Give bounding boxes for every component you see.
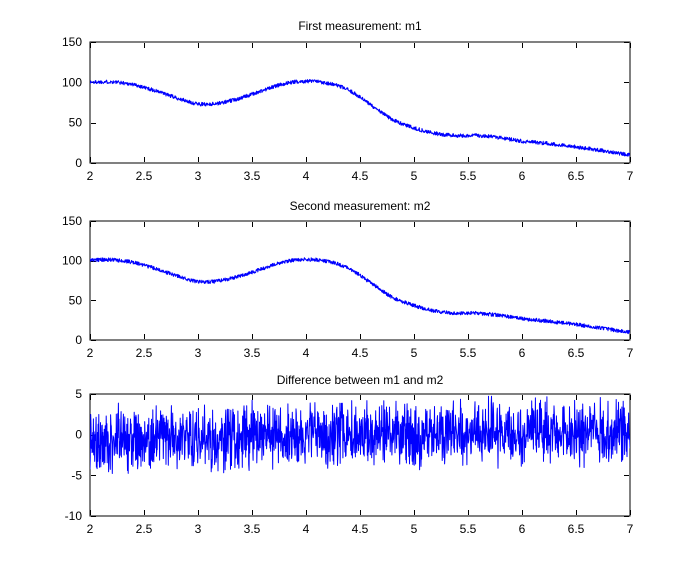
x-tick-label: 6 (519, 169, 526, 183)
axes-box (89, 220, 631, 341)
x-tick-label: 4.5 (352, 346, 369, 360)
data-line-m2 (90, 257, 630, 335)
y-tick-label: 50 (69, 116, 83, 130)
data-line-m1-m2 (90, 395, 630, 474)
y-tick-label: 0 (75, 156, 82, 170)
x-tick-label: 3 (195, 522, 202, 536)
x-tick-label: 7 (627, 522, 634, 536)
y-tick-label: -5 (71, 468, 82, 482)
subplot-2-title: Second measurement: m2 (290, 199, 431, 213)
x-tick-label: 5 (411, 522, 418, 536)
x-tick-label: 2 (87, 346, 94, 360)
x-tick-label: 5 (411, 169, 418, 183)
x-tick-label: 5.5 (460, 522, 477, 536)
x-tick-label: 4 (303, 522, 310, 536)
x-tick-label: 3 (195, 346, 202, 360)
subplot-1-title: First measurement: m1 (298, 19, 422, 33)
x-tick-label: 3 (195, 169, 202, 183)
x-tick-label: 2.5 (136, 522, 153, 536)
x-tick-label: 2 (87, 169, 94, 183)
x-tick-label: 5.5 (460, 169, 477, 183)
x-tick-label: 6.5 (568, 346, 585, 360)
subplot-3-title: Difference between m1 and m2 (277, 373, 444, 387)
x-tick-label: 3.5 (244, 169, 261, 183)
x-tick-label: 2 (87, 522, 94, 536)
x-tick-label: 3.5 (244, 346, 261, 360)
y-tick-label: 100 (62, 254, 82, 268)
y-tick-label: 100 (62, 75, 82, 89)
x-tick-label: 6.5 (568, 522, 585, 536)
y-tick-label: -10 (65, 509, 83, 523)
subplot-1-axes: 2 2.5 3 3.5 4 4.5 5 5.5 6 6.5 7 0 50 100 150 (62, 35, 634, 183)
x-tick-label: 4.5 (352, 522, 369, 536)
x-tick-label: 6 (519, 346, 526, 360)
x-tick-label: 3.5 (244, 522, 261, 536)
axes-box (89, 41, 631, 164)
x-tick-label: 7 (627, 169, 634, 183)
x-tick-label: 5.5 (460, 346, 477, 360)
subplot-3-axes: 2 2.5 3 3.5 4 4.5 5 5.5 6 6.5 7 -10 -5 0 5 (65, 387, 634, 536)
subplot-2-axes: 2 2.5 3 3.5 4 4.5 5 5.5 6 6.5 7 0 50 100 150 (62, 214, 634, 360)
x-tick-label: 2.5 (136, 169, 153, 183)
x-tick-label: 4 (303, 169, 310, 183)
y-tick-label: 5 (75, 387, 82, 401)
x-tick-label: 6 (519, 522, 526, 536)
x-tick-label: 4.5 (352, 169, 369, 183)
data-line-m1 (90, 79, 630, 157)
x-tick-label: 2.5 (136, 346, 153, 360)
y-tick-label: 150 (62, 35, 82, 49)
y-tick-label: 50 (69, 293, 83, 307)
y-tick-label: 0 (75, 428, 82, 442)
x-tick-label: 6.5 (568, 169, 585, 183)
x-tick-label: 4 (303, 346, 310, 360)
y-tick-label: 150 (62, 214, 82, 228)
x-tick-label: 7 (627, 346, 634, 360)
y-tick-label: 0 (75, 333, 82, 347)
x-tick-label: 5 (411, 346, 418, 360)
